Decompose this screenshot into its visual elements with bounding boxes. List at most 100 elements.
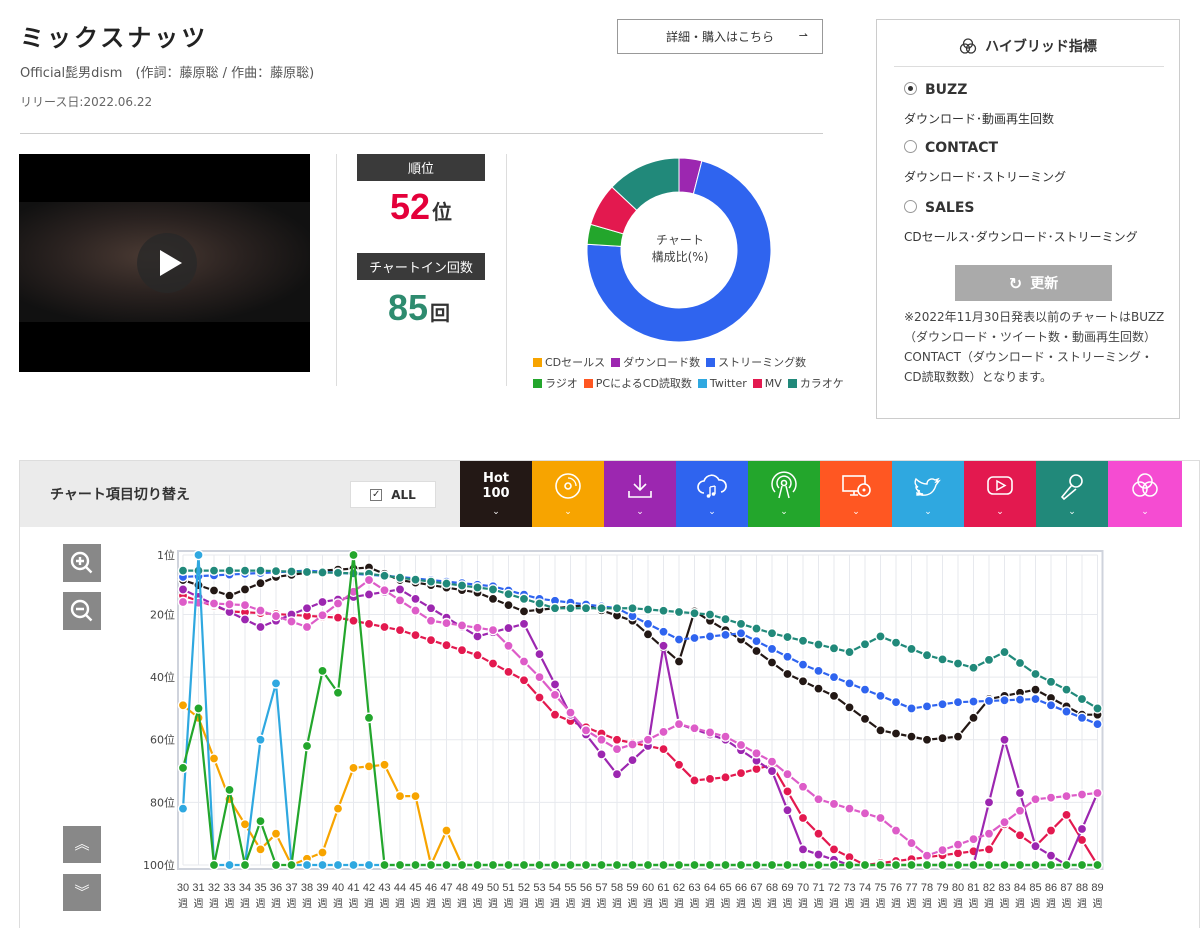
- data-point[interactable]: [937, 732, 948, 744]
- data-point[interactable]: [813, 849, 824, 860]
- data-point[interactable]: [503, 859, 514, 871]
- data-point[interactable]: [844, 859, 855, 871]
- data-point[interactable]: [813, 639, 824, 650]
- data-point[interactable]: [1045, 792, 1057, 803]
- data-point[interactable]: [611, 602, 623, 614]
- tab-streaming[interactable]: ⌄: [676, 461, 748, 527]
- radio-selected-icon[interactable]: [904, 82, 917, 95]
- data-point[interactable]: [363, 859, 375, 871]
- data-point[interactable]: [921, 850, 933, 861]
- data-point[interactable]: [193, 703, 204, 714]
- checkbox-checked-icon[interactable]: ✓: [370, 488, 383, 501]
- data-point[interactable]: [394, 595, 406, 606]
- data-point[interactable]: [255, 844, 266, 855]
- data-point[interactable]: [751, 635, 762, 647]
- data-point[interactable]: [177, 803, 189, 814]
- data-point[interactable]: [270, 610, 282, 622]
- data-point[interactable]: [797, 781, 809, 793]
- data-point[interactable]: [379, 570, 390, 582]
- data-point[interactable]: [518, 656, 530, 667]
- data-point[interactable]: [410, 593, 421, 605]
- data-point[interactable]: [596, 602, 607, 614]
- data-point[interactable]: [968, 696, 979, 707]
- data-point[interactable]: [797, 859, 809, 871]
- data-point[interactable]: [952, 658, 964, 669]
- all-toggle[interactable]: ✓ ALL: [350, 481, 436, 508]
- data-point[interactable]: [286, 859, 297, 871]
- data-point[interactable]: [456, 580, 468, 591]
- data-point[interactable]: [332, 567, 344, 579]
- data-point[interactable]: [611, 743, 623, 755]
- data-point[interactable]: [317, 859, 328, 871]
- data-point[interactable]: [890, 637, 902, 648]
- tab-pc-cd-read[interactable]: ⌄: [820, 461, 892, 527]
- data-point[interactable]: [658, 640, 669, 652]
- data-point[interactable]: [1092, 787, 1103, 799]
- data-point[interactable]: [859, 684, 871, 695]
- data-point[interactable]: [1092, 703, 1103, 714]
- data-point[interactable]: [348, 549, 359, 561]
- data-point[interactable]: [673, 606, 685, 618]
- data-point[interactable]: [208, 565, 220, 576]
- data-point[interactable]: [425, 859, 437, 871]
- data-point[interactable]: [1045, 700, 1057, 711]
- data-point[interactable]: [379, 584, 390, 596]
- zoom-in-button[interactable]: [63, 544, 101, 582]
- data-point[interactable]: [348, 859, 359, 871]
- data-point[interactable]: [487, 859, 499, 871]
- data-point[interactable]: [286, 616, 297, 627]
- data-point[interactable]: [224, 784, 235, 796]
- data-point[interactable]: [270, 828, 282, 839]
- data-point[interactable]: [549, 859, 561, 871]
- data-point[interactable]: [425, 634, 437, 646]
- data-point[interactable]: [689, 722, 700, 734]
- data-point[interactable]: [673, 718, 685, 730]
- data-point[interactable]: [689, 775, 700, 786]
- data-point[interactable]: [1030, 793, 1041, 805]
- data-point[interactable]: [239, 818, 251, 830]
- data-point[interactable]: [1030, 840, 1041, 852]
- data-point[interactable]: [1045, 676, 1057, 688]
- data-point[interactable]: [797, 675, 809, 687]
- data-point[interactable]: [673, 656, 685, 667]
- data-point[interactable]: [255, 565, 266, 576]
- data-point[interactable]: [844, 646, 855, 658]
- data-point[interactable]: [410, 629, 421, 641]
- data-point[interactable]: [983, 859, 995, 871]
- data-point[interactable]: [317, 609, 328, 621]
- buy-details-button[interactable]: 詳細・購入はこちら ⇀: [617, 19, 823, 54]
- data-point[interactable]: [301, 621, 313, 633]
- data-point[interactable]: [952, 847, 964, 859]
- data-point[interactable]: [844, 702, 855, 713]
- data-point[interactable]: [518, 859, 530, 871]
- data-point[interactable]: [503, 588, 514, 600]
- data-point[interactable]: [441, 617, 452, 629]
- data-point[interactable]: [1061, 809, 1072, 821]
- data-point[interactable]: [1076, 823, 1088, 835]
- data-point[interactable]: [518, 618, 530, 630]
- data-point[interactable]: [255, 605, 266, 616]
- data-point[interactable]: [906, 731, 917, 742]
- data-point[interactable]: [363, 761, 375, 772]
- data-point[interactable]: [549, 679, 561, 690]
- data-point[interactable]: [425, 602, 437, 614]
- data-point[interactable]: [627, 739, 638, 750]
- data-point[interactable]: [394, 790, 406, 802]
- data-point[interactable]: [689, 859, 700, 871]
- data-point[interactable]: [968, 859, 979, 871]
- data-point[interactable]: [410, 605, 421, 616]
- data-point[interactable]: [921, 649, 933, 661]
- data-point[interactable]: [642, 859, 654, 871]
- data-point[interactable]: [239, 599, 251, 611]
- data-point[interactable]: [642, 734, 654, 746]
- data-point[interactable]: [425, 576, 437, 587]
- data-point[interactable]: [1045, 859, 1057, 871]
- data-point[interactable]: [394, 584, 406, 595]
- data-point[interactable]: [580, 859, 592, 871]
- data-point[interactable]: [937, 859, 948, 871]
- data-point[interactable]: [441, 859, 452, 871]
- data-point[interactable]: [875, 859, 886, 871]
- data-point[interactable]: [999, 816, 1010, 828]
- data-point[interactable]: [1014, 657, 1026, 669]
- data-point[interactable]: [704, 609, 716, 620]
